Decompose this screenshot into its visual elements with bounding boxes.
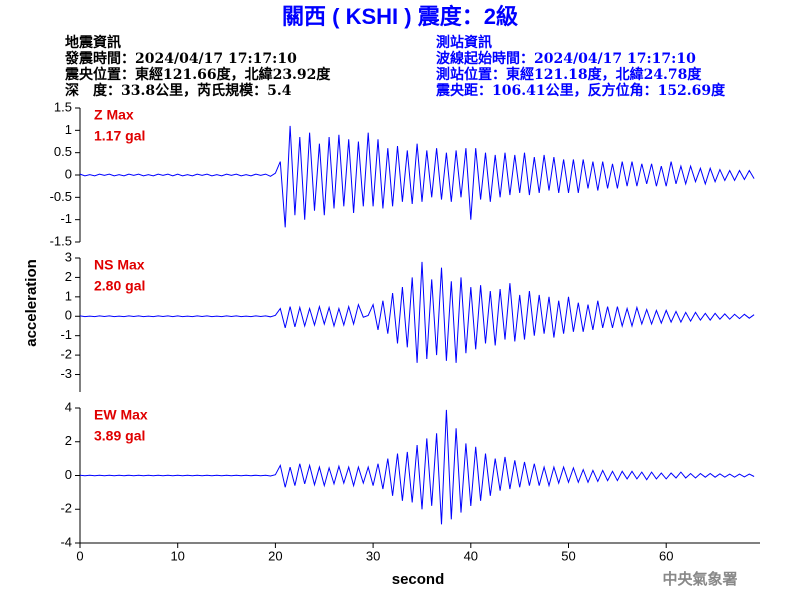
x-tick-label: 50 (561, 548, 575, 563)
y-tick-label: -2 (60, 501, 72, 516)
x-tick-label: 20 (268, 548, 282, 563)
y-tick-label: -4 (60, 534, 72, 549)
info-right: 波線起始時間：2024/04/17 17:17:10 (436, 50, 696, 67)
y-tick-label: -0.5 (50, 189, 72, 204)
info-left: 深 度：33.8公里，芮氏規模：5.4 (65, 82, 292, 99)
info-right: 震央距：106.41公里，反方位角：152.69度 (435, 82, 726, 99)
series-name: Z Max (94, 107, 134, 123)
y-tick-label: 1 (65, 122, 72, 137)
info-left: 震央位置：東經121.66度，北緯23.92度 (64, 66, 331, 83)
y-tick-label: 0 (65, 467, 72, 482)
series-peak: 1.17 gal (94, 128, 145, 144)
y-tick-label: 0.5 (54, 144, 72, 159)
y-tick-label: -2 (60, 347, 72, 362)
y-tick-label: -1.5 (50, 233, 72, 248)
footer: 中央氣象署 (662, 570, 737, 588)
waveform (79, 125, 755, 228)
x-tick-label: 10 (170, 548, 184, 563)
series-peak: 3.89 gal (94, 428, 145, 444)
series-peak: 2.80 gal (94, 278, 145, 294)
y-tick-label: 2 (65, 269, 72, 284)
info-right: 測站資訊 (436, 34, 492, 51)
info-left: 發震時間：2024/04/17 17:17:10 (64, 50, 297, 67)
y-tick-label: -1 (60, 327, 72, 342)
waveform (79, 261, 755, 363)
x-tick-label: 60 (659, 548, 673, 563)
y-tick-label: 1.5 (54, 99, 72, 114)
info-left: 地震資訊 (65, 34, 121, 51)
x-tick-label: 40 (464, 548, 478, 563)
y-tick-label: 0 (65, 166, 72, 181)
x-tick-label: 30 (366, 548, 380, 563)
y-tick-label: 0 (65, 308, 72, 323)
x-axis-label: second (392, 571, 445, 588)
x-tick-label: 0 (76, 548, 83, 563)
y-tick-label: 1 (65, 288, 72, 303)
series-name: NS Max (94, 257, 145, 273)
y-tick-label: 4 (65, 399, 72, 414)
series-name: EW Max (94, 407, 148, 423)
y-tick-label: -1 (60, 211, 72, 226)
y-tick-label: 3 (65, 249, 72, 264)
y-tick-label: 2 (65, 433, 72, 448)
waveform (79, 409, 755, 525)
y-tick-label: -3 (60, 366, 72, 381)
chart-title: 關西 ( KSHI ) 震度：2級 (282, 4, 518, 29)
y-axis-label: acceleration (23, 259, 40, 347)
info-right: 測站位置：東經121.18度，北緯24.78度 (436, 66, 702, 83)
